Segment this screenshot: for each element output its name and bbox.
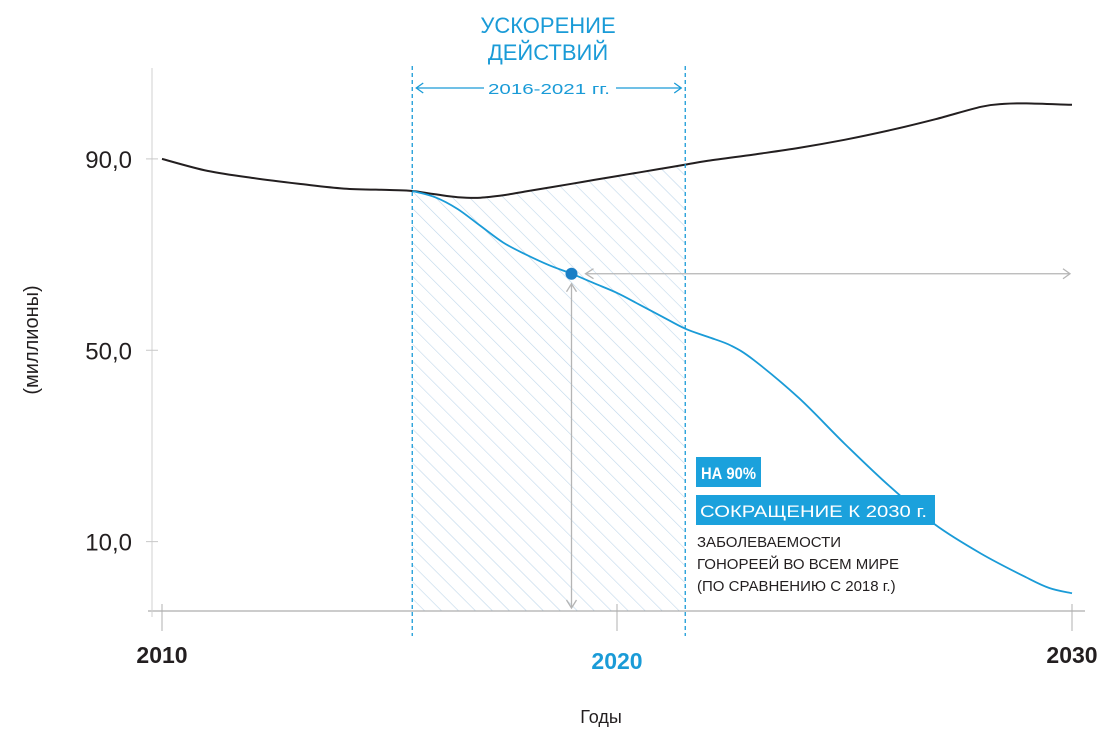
arrows — [565, 268, 1072, 610]
y-tick-label: 50,0 — [85, 338, 132, 365]
target-desc-line1: ЗАБОЛЕВАЕМОСТИ — [697, 534, 841, 551]
y-tick-label: 90,0 — [85, 147, 132, 174]
y-axis-label: (миллионы) — [21, 285, 43, 394]
x-tick-label: 2020 — [591, 648, 642, 674]
x-ticks: 2010 2020 2030 — [136, 604, 1098, 674]
horizontal-arrowhead-left — [584, 268, 594, 280]
target-label-box-1 — [696, 457, 761, 487]
x-tick-label: 2010 — [136, 642, 187, 668]
horizontal-arrowhead-right — [1062, 268, 1072, 280]
period-arrowhead-right — [673, 82, 683, 94]
period-title-line1: УСКОРЕНИЕ — [480, 13, 615, 38]
period-markers — [411, 66, 686, 636]
period-title-line2: ДЕЙСТВИЙ — [488, 40, 608, 65]
y-tick-label: 10,0 — [85, 530, 132, 557]
series-line-baseline — [161, 102, 1073, 199]
period-years-label: 2016-2021 гг. — [488, 81, 610, 98]
series-lines — [161, 102, 1073, 595]
target-label-line1: НА 90% — [701, 464, 756, 483]
marker-point — [565, 267, 578, 280]
period-hatch-fill — [412, 164, 686, 611]
y-ticks: 90,0 50,0 10,0 — [85, 147, 158, 557]
target-label-box-2 — [696, 495, 935, 525]
target-desc-line2: ГОНОРЕЕЙ ВО ВСЕМ МИРЕ — [697, 555, 899, 573]
period-arrowhead-left — [415, 82, 424, 94]
target-desc-line3: (ПО СРАВНЕНИЮ С 2018 г.) — [697, 578, 896, 595]
vertical-arrowhead-top — [565, 282, 578, 293]
series-line-target — [412, 190, 1073, 595]
x-tick-label: 2030 — [1046, 642, 1097, 668]
markers — [565, 267, 578, 280]
x-axis-label: Годы — [580, 707, 622, 727]
vertical-arrowhead-bottom — [565, 599, 578, 610]
period-hatch-area — [412, 164, 686, 611]
target-label-line2: СОКРАЩЕНИЕ К 2030 г. — [700, 502, 927, 521]
